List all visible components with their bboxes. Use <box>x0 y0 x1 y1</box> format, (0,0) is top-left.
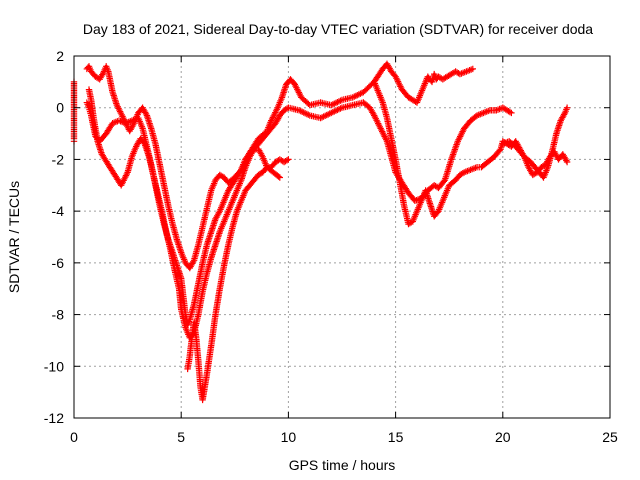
data-series-5 <box>184 156 292 404</box>
series-markers <box>370 78 571 228</box>
data-series-7 <box>499 104 571 181</box>
series-markers <box>499 104 571 181</box>
x-tick-label: 25 <box>602 429 618 445</box>
grid-lines <box>74 56 610 418</box>
x-tick-label: 5 <box>177 429 185 445</box>
y-tick-label: 2 <box>56 48 64 64</box>
series-markers <box>184 156 292 404</box>
x-tick-label: 0 <box>70 429 78 445</box>
data-series-4 <box>85 86 283 341</box>
y-tick-label: -6 <box>52 255 65 271</box>
y-axis-label: SDTVAR / TECUs <box>6 181 22 293</box>
x-tick-label: 20 <box>495 429 511 445</box>
series-markers <box>83 60 476 272</box>
chart-title: Day 183 of 2021, Sidereal Day-to-day VTE… <box>83 21 593 37</box>
data-series-2 <box>83 60 476 272</box>
series-markers <box>85 86 283 341</box>
data-series-6 <box>370 78 571 228</box>
y-tick-label: -8 <box>52 307 65 323</box>
x-tick-label: 10 <box>281 429 297 445</box>
y-tick-label: -10 <box>44 358 64 374</box>
y-tick-label: -4 <box>52 203 65 219</box>
y-tick-label: 0 <box>56 100 64 116</box>
data-points <box>70 60 571 404</box>
series-markers <box>83 99 515 329</box>
x-axis-label: GPS time / hours <box>289 457 396 473</box>
y-tick-label: -2 <box>52 151 65 167</box>
axis-ticks: 0 5 10 15 20 25 -12 -10 -8 -6 -4 -2 0 2 <box>44 48 618 445</box>
x-tick-label: 15 <box>388 429 404 445</box>
data-series-3 <box>83 99 515 329</box>
y-tick-label: -12 <box>44 410 64 426</box>
plot-frame <box>73 55 611 419</box>
